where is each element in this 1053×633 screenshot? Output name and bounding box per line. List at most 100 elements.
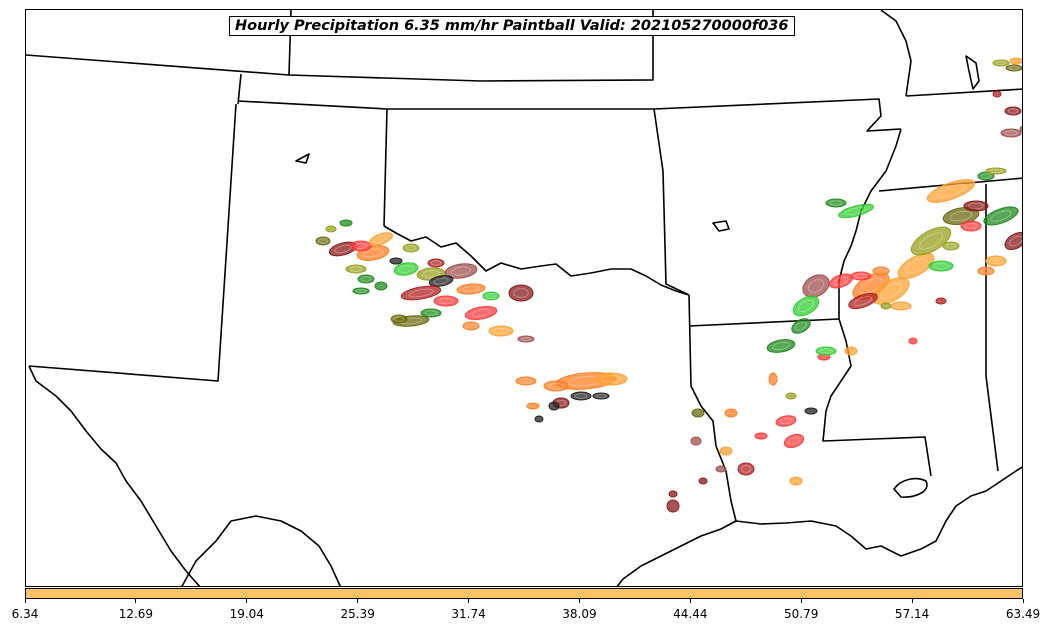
precip-blob — [775, 414, 796, 427]
state-border-texas-louisiana — [689, 295, 736, 521]
precip-blob — [375, 282, 387, 290]
precip-blob — [509, 285, 533, 301]
precip-blob — [464, 304, 498, 321]
precip-blob — [434, 296, 458, 306]
precip-blob — [909, 338, 917, 344]
precip-blob — [346, 265, 366, 273]
precip-blob — [549, 402, 559, 410]
state-border-mississippi-alabama — [986, 184, 998, 471]
precip-blob — [873, 267, 889, 275]
colorbar-tick — [246, 599, 247, 603]
precip-blob — [351, 241, 371, 251]
precip-blob — [845, 347, 857, 355]
precip-blob — [463, 322, 479, 330]
colorbar-tick — [801, 599, 802, 603]
precip-blob — [535, 416, 543, 422]
precip-blob — [518, 336, 534, 342]
mexico-border-big-bend — [181, 516, 341, 587]
colorbar-tick — [25, 599, 26, 603]
precip-blob — [667, 500, 679, 512]
precip-blob — [790, 477, 802, 485]
colorbar-tick — [1023, 599, 1024, 603]
gulf-coast-texas — [616, 521, 736, 587]
colorbar-tick-label: 57.14 — [895, 607, 929, 621]
precip-blob — [391, 315, 407, 323]
precip-blob — [725, 409, 737, 417]
colorbar-tick-label: 6.34 — [12, 607, 39, 621]
colorbar-tick-label: 38.09 — [562, 607, 596, 621]
precip-blob — [403, 244, 419, 252]
precip-blob — [769, 373, 777, 385]
state-border-texas-panhandle — [384, 109, 387, 226]
precip-blob — [1010, 58, 1022, 64]
lake-pontchartrain — [894, 479, 927, 497]
precip-blob — [929, 261, 953, 271]
state-border-kansas-oklahoma — [238, 101, 654, 109]
precip-blob — [669, 491, 677, 497]
colorbar-tick — [135, 599, 136, 603]
colorbar-tick-label: 25.39 — [340, 607, 374, 621]
precip-blob — [1006, 65, 1022, 71]
precip-blob — [993, 91, 1001, 97]
precip-blob — [961, 221, 981, 231]
precip-blob — [786, 393, 796, 399]
lake-oklahoma-1 — [713, 221, 729, 231]
state-border-new-mexico-east — [29, 104, 236, 381]
precip-blob — [353, 288, 369, 294]
precip-blob — [964, 201, 988, 211]
precip-blob — [826, 199, 846, 207]
precip-blob — [1005, 107, 1021, 115]
precip-blob — [766, 338, 796, 355]
gulf-coast-louisiana — [736, 466, 1023, 556]
precip-blob — [1001, 129, 1021, 137]
precip-blob — [516, 377, 536, 385]
precip-blob — [783, 432, 806, 450]
state-border-oklahoma-arkansas — [654, 109, 689, 295]
precip-blob — [986, 168, 1006, 174]
precip-blob — [593, 393, 609, 399]
precip-blob — [692, 409, 704, 417]
colorbar-tick — [690, 599, 691, 603]
precip-blob — [358, 275, 374, 283]
precip-blob — [993, 60, 1009, 66]
precip-blob — [851, 272, 871, 280]
colorbar-tick-label: 44.44 — [673, 607, 707, 621]
precip-blob — [390, 258, 402, 264]
precip-blob — [595, 373, 627, 385]
precip-blob — [421, 309, 441, 317]
precip-blob — [891, 302, 911, 310]
lake-new-mexico — [296, 154, 309, 163]
colorbar-tick — [912, 599, 913, 603]
state-border-new-mexico-north — [238, 74, 241, 104]
precip-blob — [805, 408, 817, 414]
map-panel: Hourly Precipitation 6.35 mm/hr Paintbal… — [25, 9, 1023, 587]
precip-blob — [368, 230, 394, 248]
precip-blob — [483, 292, 499, 300]
precip-blob — [738, 463, 754, 475]
state-border-kentucky — [881, 10, 911, 96]
rio-grande-border — [29, 366, 201, 587]
precip-blob — [816, 347, 836, 355]
colorbar-tick — [579, 599, 580, 603]
colorbar — [25, 588, 1023, 599]
map-canvas — [26, 10, 1023, 587]
precip-blob — [716, 466, 726, 472]
precip-blob — [1020, 126, 1023, 132]
precip-blob — [326, 226, 336, 232]
lake-kentucky — [966, 56, 979, 89]
precip-blob — [986, 256, 1006, 266]
state-border-missouri-arkansas — [654, 99, 901, 131]
precip-blob — [457, 283, 486, 295]
precip-blob — [489, 326, 513, 336]
precip-blob — [428, 259, 444, 267]
colorbar-tick-label: 12.69 — [119, 607, 153, 621]
colorbar-tick-label: 63.49 — [1006, 607, 1040, 621]
precip-blob — [1002, 229, 1023, 253]
precip-blob — [316, 237, 330, 245]
precip-blob — [978, 267, 994, 275]
precip-blob — [699, 478, 707, 484]
precip-blob — [881, 303, 891, 309]
precip-blob — [691, 437, 701, 445]
precip-blob — [720, 447, 732, 455]
state-border-tennessee-north — [906, 89, 1023, 96]
